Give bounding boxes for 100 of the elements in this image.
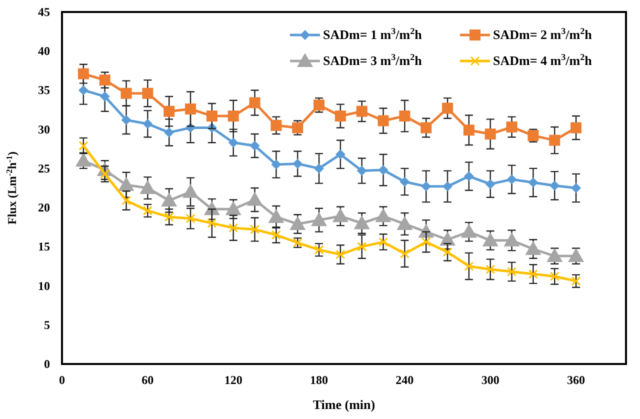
point <box>356 166 367 176</box>
point <box>378 165 388 176</box>
x-tick-label: 180 <box>310 373 328 387</box>
point <box>185 103 196 114</box>
point <box>460 224 477 238</box>
point <box>271 160 282 170</box>
point <box>571 183 582 193</box>
point <box>271 230 281 240</box>
point <box>440 232 456 246</box>
x-tick-label: 60 <box>142 373 154 387</box>
y-tick-label: 0 <box>44 357 50 371</box>
point <box>249 97 260 108</box>
x-tick-label: 240 <box>396 373 414 387</box>
point <box>290 216 306 230</box>
x-tick-label: 360 <box>567 373 586 387</box>
point <box>482 232 498 246</box>
point <box>118 176 134 191</box>
point <box>140 180 156 194</box>
point <box>464 171 474 182</box>
point <box>442 247 452 257</box>
y-tick-label: 40 <box>38 44 50 58</box>
point <box>182 184 199 198</box>
x-axis-title: Time (min) <box>312 397 376 412</box>
point <box>292 158 303 169</box>
point <box>100 91 110 102</box>
point <box>268 208 284 223</box>
point <box>335 149 346 160</box>
point <box>525 241 542 256</box>
point <box>78 68 89 80</box>
y-tick-label: 5 <box>44 318 50 332</box>
point <box>164 212 174 222</box>
point <box>75 152 92 167</box>
point <box>507 266 517 276</box>
point <box>550 180 560 191</box>
point <box>484 128 496 140</box>
point <box>421 181 432 192</box>
point <box>420 122 432 134</box>
point <box>570 122 582 134</box>
point <box>528 269 538 279</box>
point <box>142 118 153 129</box>
point <box>485 179 496 190</box>
point <box>225 201 242 216</box>
legend-label: SADm= 3 m$^{3}$/m$^{2}$h <box>323 52 423 68</box>
point <box>228 138 238 148</box>
point <box>506 174 517 184</box>
point <box>314 100 325 111</box>
point <box>568 248 584 262</box>
point <box>421 237 431 247</box>
point <box>336 250 346 260</box>
point <box>486 264 496 274</box>
point <box>311 212 328 226</box>
x-tick-label: 0 <box>59 373 65 387</box>
point <box>164 127 174 138</box>
point <box>464 261 474 271</box>
point <box>186 214 196 224</box>
y-tick-label: 10 <box>38 278 50 293</box>
point <box>206 110 218 122</box>
point <box>396 216 413 230</box>
point <box>463 124 474 136</box>
y-tick-label: 15 <box>38 240 50 254</box>
y-tick-label: 20 <box>38 200 50 215</box>
point <box>378 115 389 126</box>
point <box>250 224 260 234</box>
point <box>122 196 132 206</box>
y-tick-label: 25 <box>38 161 50 176</box>
point <box>528 178 538 188</box>
point <box>228 110 239 122</box>
point <box>400 176 410 187</box>
point <box>546 248 563 262</box>
point <box>207 218 217 228</box>
point <box>375 208 392 222</box>
point <box>314 163 324 174</box>
point <box>334 110 346 122</box>
legend-label: SADm= 4 m$^{3}$/m$^{2}$h <box>493 52 593 68</box>
point <box>356 106 368 117</box>
point <box>78 85 88 96</box>
point <box>164 106 175 117</box>
y-tick-label: 30 <box>38 122 50 136</box>
point <box>120 88 132 99</box>
x-tick-label: 300 <box>481 373 500 387</box>
point <box>442 181 453 192</box>
point <box>246 192 263 206</box>
point <box>142 88 154 99</box>
point <box>550 272 560 282</box>
y-tick-label: 45 <box>38 5 50 19</box>
legend-label: SADm= 1 m$^{3}$/m$^{2}$h <box>323 26 423 42</box>
point <box>161 192 178 207</box>
y-tick-label: 35 <box>38 83 50 98</box>
point <box>228 223 238 233</box>
point <box>506 121 518 132</box>
point <box>504 232 520 246</box>
point <box>270 120 282 131</box>
point <box>99 74 110 86</box>
x-tick-label: 120 <box>224 373 242 387</box>
point <box>121 114 132 125</box>
point <box>442 102 454 114</box>
point <box>332 208 348 222</box>
point <box>354 215 370 230</box>
point <box>400 248 410 258</box>
point <box>549 134 560 146</box>
